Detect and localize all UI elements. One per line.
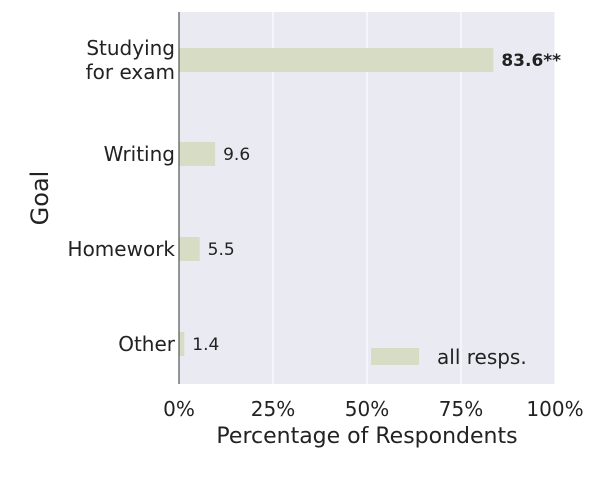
bar [179,332,185,356]
value-label: 9.6 [223,145,250,165]
legend: all resps. [371,345,527,369]
bars [179,48,494,356]
category-label: Studying for exam [86,36,175,84]
category-label: Writing [104,142,175,166]
x-axis-label: Percentage of Respondents [216,424,517,449]
grid-lines [272,12,556,384]
x-tick-labels: 0% 25% 50% 75% 100% [163,397,583,421]
x-tick-label: 0% [163,397,195,421]
bar [179,142,216,166]
category-label: Other [118,332,176,356]
legend-swatch [371,348,419,365]
y-axis-label: Goal [26,171,54,226]
x-tick-label: 50% [345,397,389,421]
value-label: 1.4 [192,335,219,355]
legend-label: all resps. [437,345,527,369]
category-label: Homework [68,237,176,261]
x-tick-label: 75% [439,397,483,421]
x-tick-label: 100% [526,397,583,421]
x-tick-label: 25% [251,397,295,421]
value-labels: 83.6** 9.6 5.5 1.4 [192,51,561,355]
value-label: 5.5 [208,240,235,260]
bar [179,48,494,72]
bar [179,237,200,261]
value-label: 83.6** [501,51,561,71]
category-labels: Studying for exam Writing Homework Other [68,36,176,356]
